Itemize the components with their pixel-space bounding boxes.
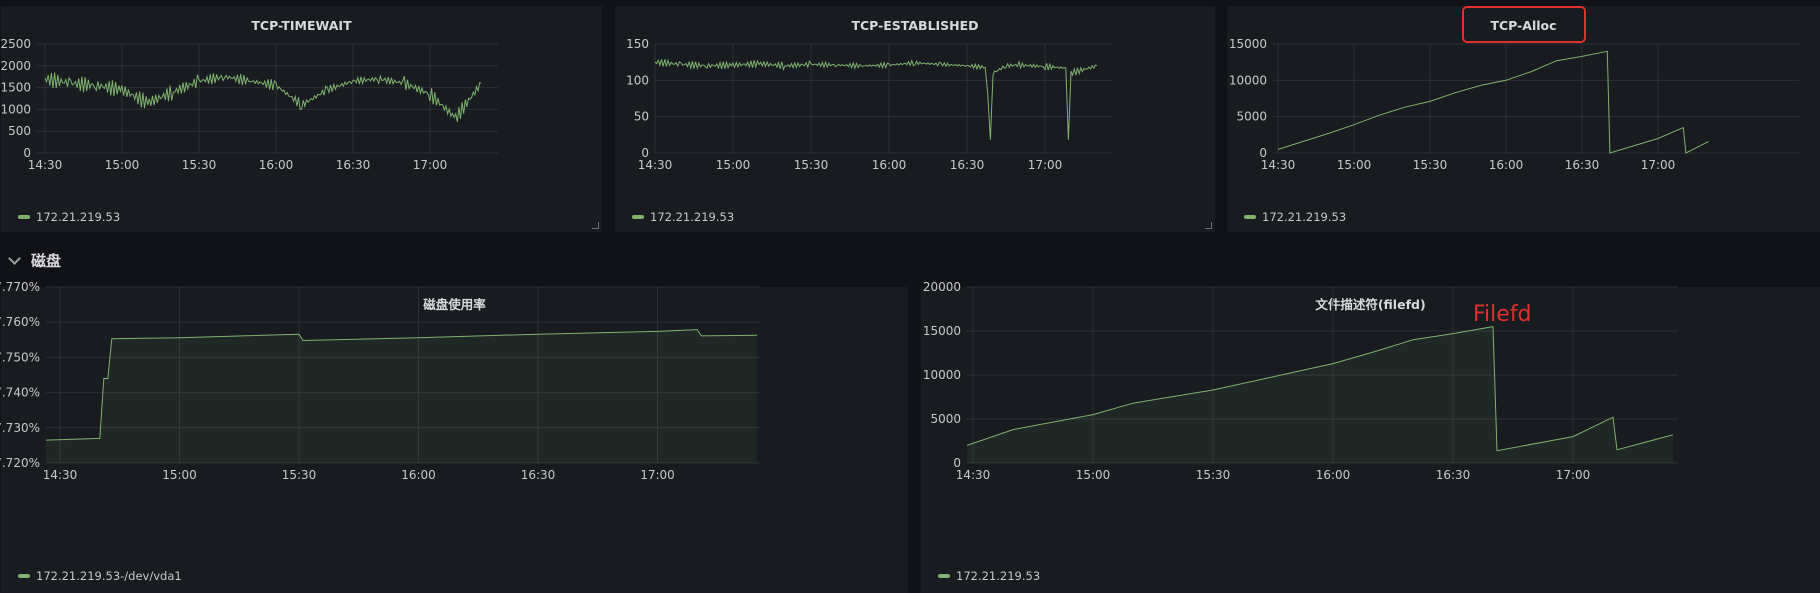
y-tick-label: 0	[641, 146, 649, 160]
highlight-box	[1462, 6, 1586, 43]
x-tick-label: 15:00	[105, 158, 140, 172]
y-tick-label: 1000	[0, 102, 31, 116]
legend-swatch	[18, 215, 30, 219]
series-line	[654, 58, 1098, 140]
legend-swatch	[632, 215, 644, 219]
panel-title[interactable]: TCP-Alloc	[1490, 18, 1557, 33]
legend-swatch	[18, 574, 30, 578]
legend-label: 172.21.219.53-/dev/vda1	[36, 569, 182, 583]
x-tick-label: 15:30	[1196, 468, 1231, 482]
x-tick-label: 15:30	[794, 158, 829, 172]
x-tick-label: 15:30	[1413, 158, 1448, 172]
y-tick-label: 2000	[0, 59, 31, 73]
y-tick-label: 10000	[923, 368, 961, 382]
y-tick-label: 7.720%	[0, 456, 40, 470]
panel-title[interactable]: TCP-TIMEWAIT	[251, 18, 352, 33]
chart-tcp-timewait: 0 500 1000 1500 2000 2500 14:30 15:00 15:30 16:00…	[0, 37, 498, 172]
annotation-label: Filefd	[1473, 302, 1532, 327]
chevron-down-icon[interactable]	[8, 252, 21, 265]
series-area	[967, 326, 1673, 463]
y-tick-label: 0	[23, 146, 31, 160]
x-tick-label: 17:00	[1556, 468, 1591, 482]
x-tick-label: 16:00	[401, 468, 436, 482]
y-tick-label: 7.740%	[0, 386, 40, 400]
y-tick-label: 10000	[1229, 73, 1267, 87]
y-tick-label: 0	[953, 456, 961, 470]
legend-swatch	[938, 574, 950, 578]
panel-tcp-timewait: TCP-TIMEWAIT 0 500 1000 1500 2000 2500 14:30 15…	[0, 6, 602, 232]
legend-item[interactable]: 172.21.219.53	[18, 210, 120, 224]
y-tick-label: 100	[626, 73, 649, 87]
x-tick-label: 14:30	[28, 158, 63, 172]
x-tick-label: 15:00	[1076, 468, 1111, 482]
panel-tcp-established: TCP-ESTABLISHED 0 50 100 150 14:30 15:00 15:30…	[615, 6, 1215, 232]
x-tick-label: 15:00	[716, 158, 751, 172]
x-tick-label: 16:30	[950, 158, 985, 172]
x-tick-label: 17:00	[640, 468, 675, 482]
y-tick-label: 7.730%	[0, 421, 40, 435]
series-line	[966, 326, 1674, 452]
x-tick-label: 16:00	[872, 158, 907, 172]
panel-title[interactable]: 磁盘使用率	[423, 297, 486, 312]
y-tick-label: 1500	[0, 81, 31, 95]
x-tick-label: 14:30	[956, 468, 991, 482]
row-header-disk[interactable]: 磁盘	[8, 250, 61, 271]
y-tick-label: 0	[1259, 146, 1267, 160]
y-tick-label: 150	[626, 37, 649, 51]
series-line	[44, 72, 482, 122]
chart-tcp-established: 0 50 100 150 14:30 15:00 15:30 16:00 16:30 17:00	[626, 37, 1112, 172]
x-tick-label: 16:30	[521, 468, 556, 482]
panel-tcp-alloc: TCP-Alloc 0 5000 10000 15000 14:30 15:00 15:30…	[1227, 6, 1820, 232]
x-tick-label: 15:00	[162, 468, 197, 482]
x-tick-label: 17:00	[413, 158, 448, 172]
row-title: 磁盘	[31, 252, 62, 270]
x-tick-label: 17:00	[1641, 158, 1676, 172]
x-tick-label: 15:30	[182, 158, 217, 172]
y-tick-label: 7.770%	[0, 280, 40, 294]
legend-label: 172.21.219.53	[650, 210, 735, 224]
legend-label: 172.21.219.53	[956, 569, 1041, 583]
chart-tcp-alloc: 0 5000 10000 15000 14:30 15:00 15:30 16:00 16:30…	[1229, 37, 1799, 172]
resize-handle[interactable]	[592, 222, 599, 229]
chart-filefd: 0 5000 10000 15000 20000 14:30 15:00 15:30 16:00…	[923, 280, 1678, 482]
legend-label: 172.21.219.53	[1262, 210, 1347, 224]
y-tick-label: 20000	[923, 280, 961, 294]
x-tick-label: 14:30	[638, 158, 673, 172]
legend-label: 172.21.219.53	[36, 210, 121, 224]
x-tick-label: 16:30	[1565, 158, 1600, 172]
series-line	[45, 329, 758, 441]
legend-item[interactable]: 172.21.219.53	[632, 210, 734, 224]
y-tick-label: 7.750%	[0, 350, 40, 364]
panel-disk-usage: 磁盘使用率 7.720% 7.730% 7.740% 7.750% 7.760% 7.77…	[0, 280, 908, 593]
x-tick-label: 15:30	[282, 468, 317, 482]
y-tick-label: 5000	[930, 412, 961, 426]
y-tick-label: 50	[634, 110, 649, 124]
legend-item[interactable]: 172.21.219.53	[1244, 210, 1346, 224]
series-area	[46, 329, 758, 463]
y-tick-label: 7.760%	[0, 315, 40, 329]
legend-item[interactable]: 172.21.219.53-/dev/vda1	[18, 569, 182, 583]
resize-handle[interactable]	[1205, 222, 1212, 229]
x-tick-label: 16:00	[1489, 158, 1524, 172]
legend-swatch	[1244, 215, 1256, 219]
x-tick-label: 14:30	[43, 468, 78, 482]
x-tick-label: 16:30	[336, 158, 371, 172]
y-tick-label: 15000	[1229, 37, 1267, 51]
legend-item[interactable]: 172.21.219.53	[938, 569, 1040, 583]
y-tick-label: 2500	[0, 37, 31, 51]
y-tick-label: 5000	[1236, 110, 1267, 124]
panel-filefd: 文件描述符(filefd) Filefd 0 5000 10000 15000 2000…	[921, 280, 1820, 593]
x-tick-label: 14:30	[1261, 158, 1296, 172]
y-tick-label: 500	[8, 124, 31, 138]
x-tick-label: 16:00	[259, 158, 294, 172]
series-line	[1277, 50, 1709, 154]
x-tick-label: 17:00	[1028, 158, 1063, 172]
x-tick-label: 16:30	[1436, 468, 1471, 482]
y-tick-label: 15000	[923, 324, 961, 338]
chart-disk-usage: 7.720% 7.730% 7.740% 7.750% 7.760% 7.770% 14:3…	[0, 280, 761, 482]
x-tick-label: 15:00	[1337, 158, 1372, 172]
x-tick-label: 16:00	[1316, 468, 1351, 482]
panel-title[interactable]: TCP-ESTABLISHED	[851, 18, 979, 33]
panel-title[interactable]: 文件描述符(filefd)	[1315, 297, 1426, 312]
